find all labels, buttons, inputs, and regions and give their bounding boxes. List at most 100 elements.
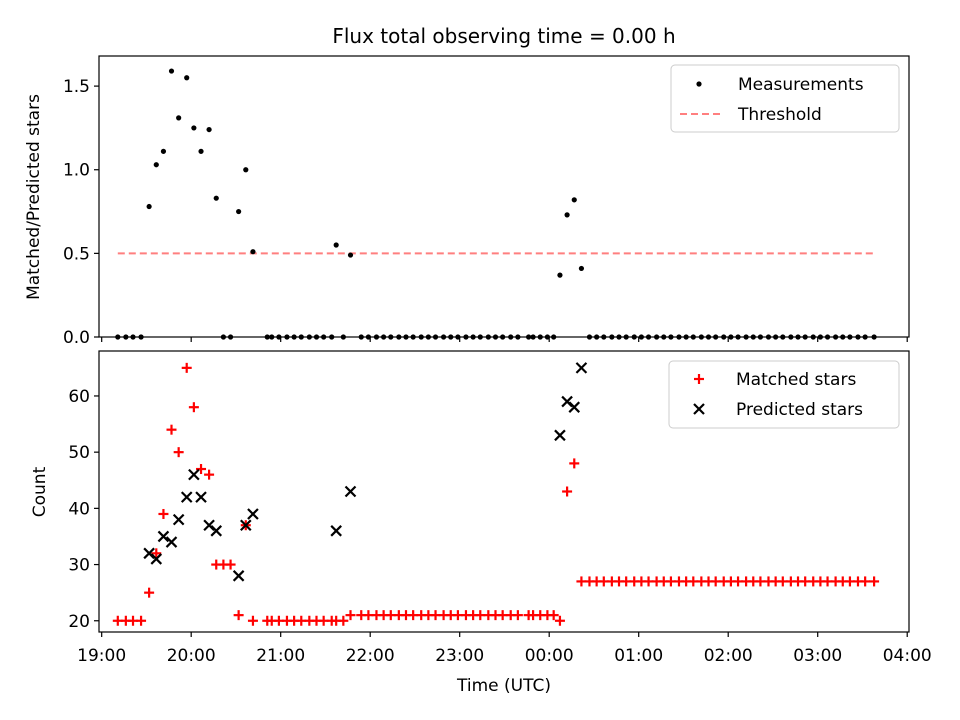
bottom-plot-marks — [112, 362, 880, 626]
predicted-star-point — [172, 513, 185, 526]
predicted-star-point — [344, 485, 357, 498]
bottom-x-ticks: 19:00 20:00 21:00 22:00 23:00 00:00 01:00 02:00… — [77, 632, 932, 666]
matched-star-point — [233, 610, 244, 621]
measurement-point — [557, 272, 563, 278]
predicted-star-point — [568, 401, 581, 413]
predicted-star-point — [157, 530, 170, 543]
matched-star-point — [136, 615, 147, 626]
measurement-point — [191, 125, 197, 131]
bottom-y-tick-label: 50 — [68, 443, 90, 463]
top-y-tick-label: 0.5 — [63, 244, 90, 264]
measurement-point — [578, 265, 585, 272]
measurement-point — [198, 148, 204, 154]
matched-star-point — [338, 615, 349, 626]
measurement-point — [184, 75, 190, 81]
predicted-star-point — [330, 525, 342, 537]
matched-star-point — [166, 424, 177, 435]
bottom-x-tick-label: 22:00 — [346, 646, 395, 666]
top-panel: 0.0 0.5 1.0 1.5 Matched/Predicted stars Mea… — [24, 55, 910, 348]
predicted-star-point — [232, 570, 245, 582]
predicted-star-point — [188, 468, 200, 481]
measurement-point — [564, 212, 570, 218]
bottom-legend-box — [668, 360, 900, 429]
top-axes-frame — [98, 55, 910, 338]
bottom-y-ticks: 20 30 40 50 60 — [68, 387, 99, 632]
bottom-y-tick-label: 40 — [68, 499, 90, 519]
bottom-y-tick-label: 20 — [68, 612, 90, 632]
measurement-point — [333, 242, 339, 248]
bottom-y-tick-label: 30 — [68, 556, 90, 576]
legend-matched-label: Matched stars — [736, 370, 856, 390]
matched-star-point — [247, 615, 258, 626]
measurement-point — [206, 126, 212, 133]
bottom-x-axis-label: Time (UTC) — [456, 676, 551, 696]
matched-star-point — [204, 469, 215, 480]
bottom-x-tick-label: 01:00 — [614, 646, 663, 666]
chart-title: Flux total observing time = 0.00 h — [332, 24, 675, 48]
predicted-star-point — [240, 519, 252, 531]
bottom-y-axis-label: Count — [30, 466, 50, 517]
measurement-point — [168, 68, 175, 74]
matched-star-point — [151, 548, 162, 559]
bottom-x-tick-label: 03:00 — [793, 646, 842, 666]
measurement-point — [236, 208, 242, 215]
bottom-x-tick-label: 20:00 — [167, 646, 216, 666]
legend-measurements-label: Measurements — [738, 75, 864, 95]
measurement-point — [571, 197, 577, 203]
legend-threshold-label: Threshold — [737, 105, 822, 125]
bottom-x-tick-label: 19:00 — [77, 646, 126, 666]
matched-star-point — [548, 610, 559, 621]
matched-star-point — [181, 362, 192, 373]
legend-predicted-x — [693, 403, 705, 415]
measurement-point — [153, 162, 159, 168]
measurement-point — [176, 115, 182, 121]
predicted-star-point — [195, 491, 207, 503]
matched-star-point — [554, 615, 565, 626]
predicted-star-point — [210, 525, 223, 537]
legend-matched-plus — [694, 374, 704, 384]
bottom-legend: Matched stars Predicted stars — [668, 360, 900, 429]
bottom-panel: 20 30 40 50 60 19:00 20:00 21:00 22:00 23:00 00:0… — [30, 350, 932, 696]
predicted-star-point — [575, 362, 588, 374]
matched-star-point — [569, 458, 580, 469]
matched-star-point — [188, 402, 199, 413]
top-legend: Measurements Threshold — [670, 64, 900, 133]
bottom-x-tick-label: 23:00 — [435, 646, 484, 666]
bottom-axes-frame — [98, 350, 910, 633]
legend-matched-marker — [694, 374, 704, 384]
bottom-x-tick-label: 21:00 — [256, 646, 305, 666]
measurement-point — [250, 249, 256, 255]
legend-measurements-marker — [696, 81, 702, 87]
matched-star-point — [562, 486, 573, 497]
predicted-star-point — [554, 429, 566, 442]
top-y-axis-label: Matched/Predicted stars — [24, 94, 44, 300]
top-y-tick-label: 1.5 — [63, 77, 90, 97]
top-y-tick-label: 0.0 — [63, 328, 90, 348]
bottom-x-tick-label: 02:00 — [704, 646, 753, 666]
bottom-x-tick-label: 00:00 — [525, 646, 574, 666]
matched-star-point — [345, 610, 356, 621]
bottom-y-tick-label: 60 — [68, 387, 90, 407]
legend-predicted-label: Predicted stars — [736, 400, 863, 420]
measurement-point — [146, 203, 152, 210]
measurement-point — [160, 148, 167, 154]
matched-star-point — [144, 587, 155, 598]
matched-star-point — [512, 610, 523, 621]
predicted-star-point — [180, 491, 193, 503]
matched-star-point — [158, 508, 169, 519]
legend-predicted-marker — [693, 403, 705, 415]
predicted-star-point — [150, 553, 163, 565]
measurement-point — [213, 195, 219, 201]
bottom-x-tick-label: 04:00 — [883, 646, 932, 666]
top-legend-box — [670, 64, 900, 133]
measurement-point — [243, 167, 249, 173]
top-x-ticks — [101, 337, 908, 342]
top-y-ticks: 0.0 0.5 1.0 1.5 — [63, 77, 99, 348]
predicted-star-point — [165, 536, 178, 548]
matched-star-point — [869, 576, 880, 587]
matched-star-point — [225, 559, 236, 570]
matched-star-point — [860, 576, 871, 587]
matched-star-point — [173, 447, 184, 458]
predicted-star-point — [247, 508, 259, 520]
